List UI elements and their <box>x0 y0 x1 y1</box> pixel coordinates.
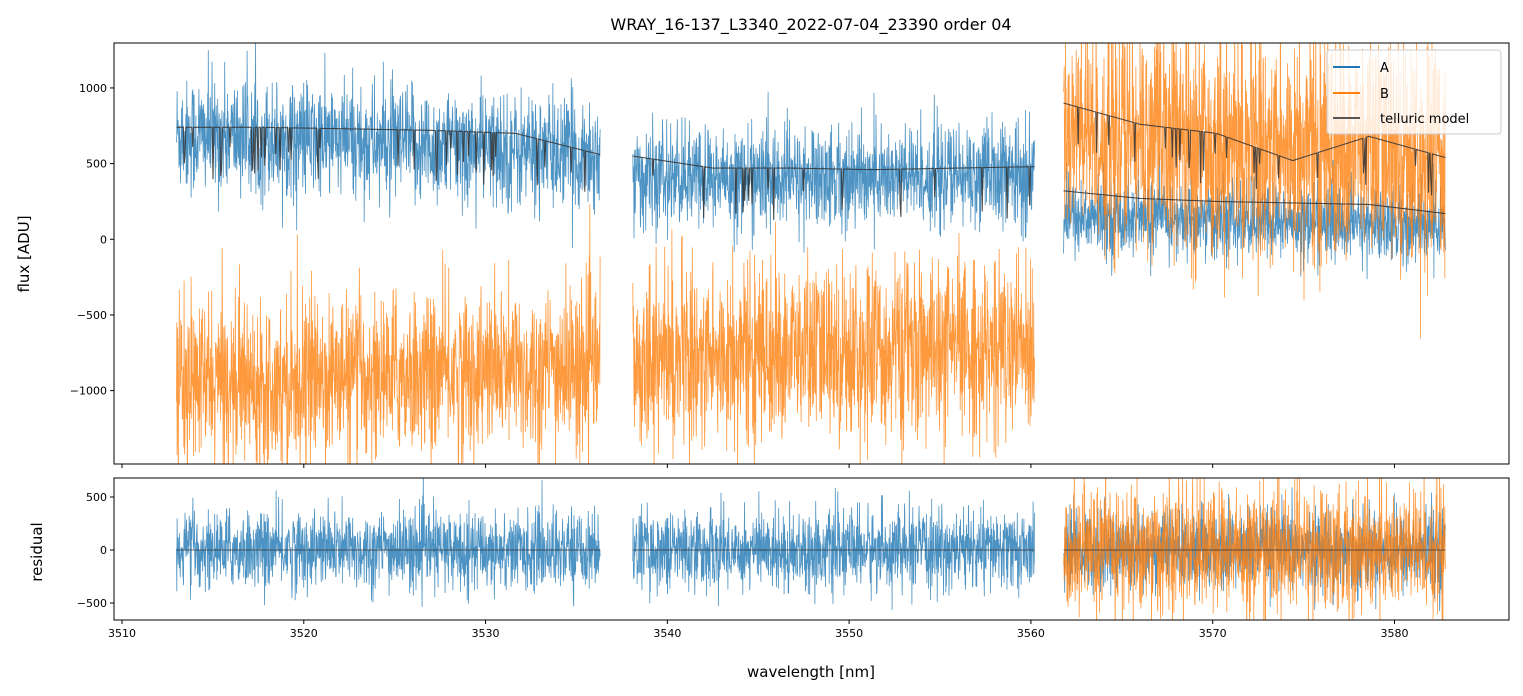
chart-title: WRAY_16-137_L3340_2022-07-04_23390 order… <box>610 15 1011 35</box>
axes-frame <box>113 42 1510 465</box>
plot-area <box>176 478 1446 620</box>
y-tick-label: 1000 <box>79 82 107 95</box>
y-tick-label: 500 <box>86 158 107 171</box>
y-tick-label: 500 <box>86 491 107 504</box>
series-a-segment-1 <box>176 43 601 249</box>
x-tick-label: 3510 <box>108 627 136 640</box>
y-axis-label-flux: flux [ADU] <box>15 215 33 292</box>
telluric-model-line-segment-3 <box>1063 102 1446 196</box>
legend: A B telluric model <box>1326 49 1502 135</box>
y-tick-label: −1000 <box>70 385 107 398</box>
series-b-segment-2 <box>632 221 1035 464</box>
series-b-segment-1 <box>176 204 601 464</box>
y-tick-label: −500 <box>77 597 107 610</box>
x-tick-label: 3570 <box>1199 627 1227 640</box>
spectrum-panel: 1000 500 0 −500 −1000 <box>70 42 1510 468</box>
x-axis-label: wavelength [nm] <box>747 663 875 681</box>
residual-panel: 500 0 −500 3510 3520 3530 3540 3550 3560 3570 3580 <box>77 477 1510 640</box>
x-tick-label: 3540 <box>653 627 681 640</box>
x-tick-label: 3580 <box>1380 627 1408 640</box>
x-tick-label: 3560 <box>1017 627 1045 640</box>
series-b-segment-3 <box>1063 478 1446 620</box>
plot-area <box>176 43 1446 464</box>
x-tick-label: 3530 <box>472 627 500 640</box>
legend-label-b: B <box>1380 87 1389 102</box>
telluric-model-line-segment-3 <box>1063 190 1446 215</box>
telluric-model-line-segment-2 <box>632 155 1035 221</box>
series-a-segment-1 <box>176 478 601 607</box>
series-a-segment-2 <box>632 91 1035 253</box>
legend-label-telluric: telluric model <box>1380 112 1469 127</box>
y-tick-label: −500 <box>77 309 107 322</box>
series-a-segment-2 <box>632 487 1035 610</box>
legend-label-a: A <box>1380 61 1389 76</box>
telluric-model-line-segment-1 <box>176 126 601 192</box>
y-axis-label-residual: residual <box>28 522 46 581</box>
y-tick-label: 0 <box>100 544 107 557</box>
x-tick-label: 3550 <box>835 627 863 640</box>
x-tick-label: 3520 <box>290 627 318 640</box>
axes-frame <box>113 477 1510 621</box>
y-tick-label: 0 <box>100 233 107 246</box>
